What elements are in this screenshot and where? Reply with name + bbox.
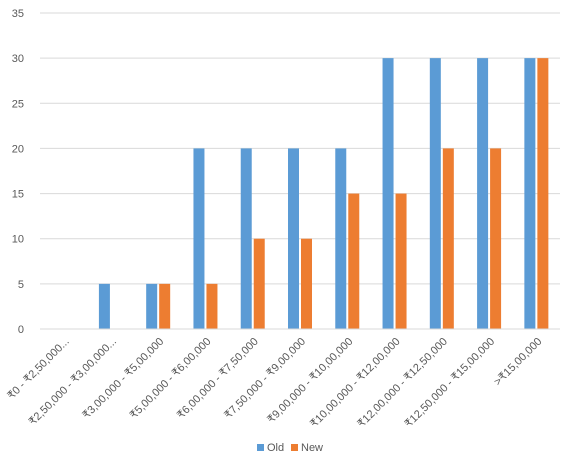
y-tick-label: 35 (12, 8, 24, 20)
bar-old (240, 148, 252, 329)
x-axis: ₹0 - ₹2,50,000...₹2,50,000 - ₹3,00,000..… (5, 336, 544, 431)
bar-new (442, 148, 454, 329)
bar-old (524, 58, 536, 330)
x-tick-label: ₹9,00,000 - ₹10,00,000 (265, 336, 355, 426)
gridlines (40, 12, 560, 285)
x-tick-label: ₹12,50,000 - ₹15,00,000 (403, 336, 498, 431)
x-tick-label: >₹15,00,000 (492, 336, 545, 389)
y-axis: 0 5 10 15 20 25 30 35 (12, 8, 24, 336)
x-tick-label: ₹5,00,000 - ₹6,00,000 (128, 336, 214, 422)
y-tick-label: 15 (12, 189, 24, 201)
bar-new (253, 238, 265, 329)
bar-old (335, 148, 347, 329)
bar-new (348, 193, 360, 329)
y-tick-label: 20 (12, 143, 24, 155)
bar-new (301, 238, 312, 329)
bar-old (193, 148, 205, 329)
x-tick-label: ₹7,50,000 - ₹9,00,000 (222, 336, 308, 422)
bar-old (288, 148, 299, 329)
bar-new (395, 193, 407, 329)
bar-new (206, 283, 218, 329)
bar-old (477, 58, 489, 330)
x-tick-label: ₹6,00,000 - ₹7,50,000 (175, 336, 261, 422)
x-tick-label: ₹12,00,000 - ₹12,50,000 (355, 336, 450, 431)
bar-old (382, 58, 394, 330)
bar-new (490, 148, 502, 329)
bar-old (429, 58, 441, 330)
x-tick-label: ₹2,50,000 - ₹3,00,000... (27, 336, 119, 428)
x-tick-label: ₹3,00,000 - ₹5,00,000 (80, 336, 166, 422)
bar-new (537, 58, 549, 330)
legend-swatch-old (257, 444, 264, 451)
legend: Old New (257, 442, 323, 454)
bars (98, 58, 549, 330)
y-tick-label: 10 (12, 234, 24, 246)
bar-old (98, 283, 110, 329)
legend-swatch-new (291, 444, 298, 451)
x-tick-label: ₹10,00,000 - ₹12,00,000 (308, 336, 403, 431)
legend-label-new: New (301, 442, 323, 454)
y-tick-label: 25 (12, 98, 24, 110)
y-tick-label: 0 (18, 324, 24, 336)
y-tick-label: 30 (12, 53, 24, 65)
y-tick-label: 5 (18, 279, 24, 291)
bar-new (159, 283, 171, 329)
legend-label-old: Old (267, 442, 284, 454)
bar-old (146, 283, 158, 329)
